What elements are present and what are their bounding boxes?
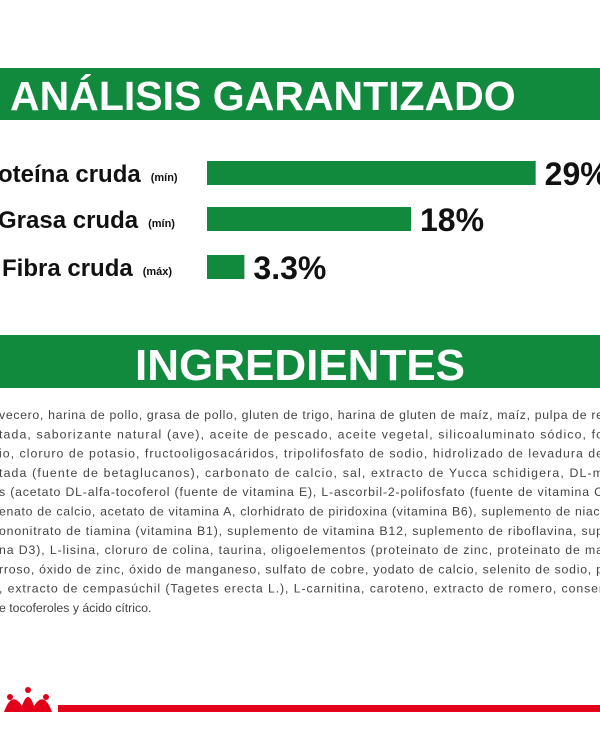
row-label: Fibra cruda	[2, 255, 133, 282]
row-qualifier: (máx)	[143, 266, 173, 278]
ingredient-line: e tocoferoles y ácido cítrico.	[0, 601, 151, 615]
bar	[207, 207, 411, 231]
ingredient-line: tada, saborizante natural (ave), aceite …	[0, 427, 600, 441]
analysis-title: ANÁLISIS GARANTIZADO	[10, 73, 516, 119]
value-label: 3.3%	[253, 250, 326, 286]
ingredient-line: rroso, óxido de zinc, óxido de manganeso…	[0, 562, 600, 576]
ingredient-line: vecero, harina de pollo, grasa de pollo,…	[0, 408, 600, 422]
logo	[4, 687, 600, 712]
bar	[207, 161, 536, 185]
value-label: 29%	[545, 156, 600, 192]
analysis-banner	[0, 68, 600, 120]
ingredient-line: s (acetato DL-alfa-tocoferol (fuente de …	[0, 485, 600, 499]
ingredient-line: enato de calcio, acetato de vitamina A, …	[0, 505, 600, 519]
ingredient-line: tada (fuente de betaglucanos), carbonato…	[0, 466, 600, 480]
ingredient-line: io, cloruro de potasio, fructooligosacár…	[0, 447, 600, 461]
ingredients-title: INGREDIENTES	[135, 341, 465, 390]
row-label: Grasa cruda	[0, 207, 139, 234]
bar	[207, 255, 245, 279]
row-qualifier: (mín)	[148, 218, 175, 230]
ingredient-line: na D3), L-lisina, cloruro de colina, tau…	[0, 543, 600, 557]
value-label: 18%	[420, 202, 484, 238]
row-label: oteína cruda	[0, 161, 141, 188]
ingredient-line: ononitrato de tiamina (vitamina B1), sup…	[0, 524, 600, 538]
row-qualifier: (mín)	[151, 172, 178, 184]
ingredient-line: , extracto de cempasúchil (Tagetes erect…	[0, 582, 600, 596]
ingredients-banner	[0, 335, 600, 388]
